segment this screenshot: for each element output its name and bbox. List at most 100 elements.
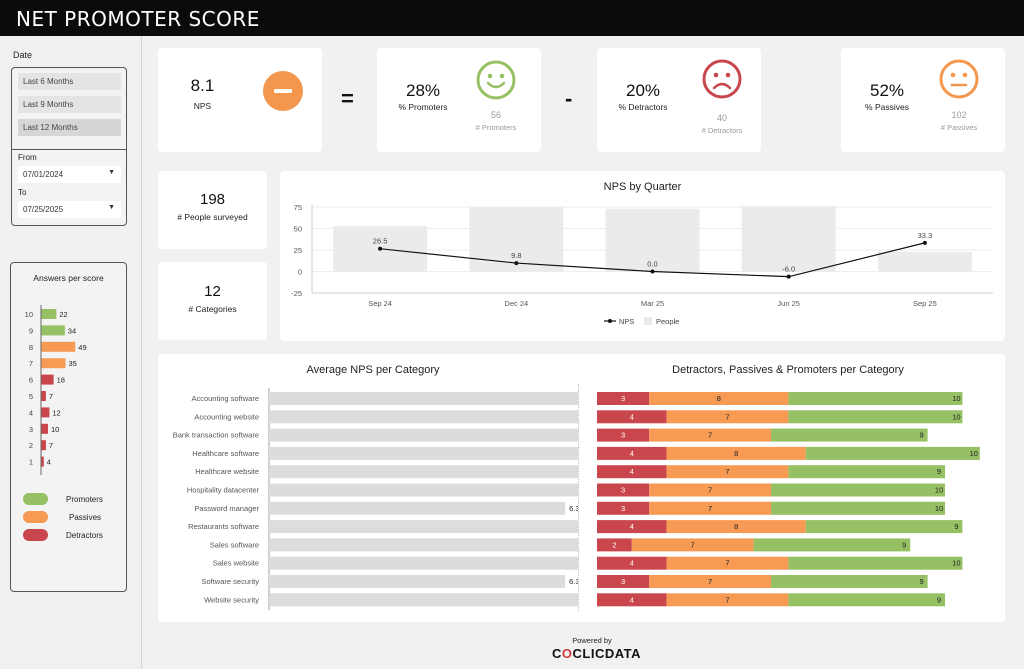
detractors-segment xyxy=(597,446,667,460)
score-value-label: 7 xyxy=(49,441,53,450)
answers-chart-title: Answers per score xyxy=(33,273,104,283)
detractors-segment-label: 4 xyxy=(630,595,634,604)
detractors-segment xyxy=(597,483,650,497)
passives-segment-label: 7 xyxy=(708,577,712,586)
legend-nps-marker xyxy=(608,319,612,323)
nps-data-label: 0.0 xyxy=(647,260,657,269)
passives-segment-label: 7 xyxy=(708,486,712,495)
nps-data-label: -6.0 xyxy=(782,265,795,274)
nps-value: 8.1 xyxy=(190,76,215,95)
y-tick-label: 50 xyxy=(294,225,302,234)
detractors-segment xyxy=(597,410,667,424)
score-bar xyxy=(41,423,48,434)
score-bar xyxy=(41,374,54,385)
score-tick-label: 4 xyxy=(29,408,33,417)
promoters-segment-label: 9 xyxy=(902,540,906,549)
to-date-dropdown[interactable]: 07/25/2025 ▼ xyxy=(18,201,121,218)
x-tick-label: Mar 25 xyxy=(641,299,664,308)
x-tick-label: Sep 25 xyxy=(913,299,937,308)
score-tick-label: 10 xyxy=(25,310,33,319)
option-last-9-months[interactable]: Last 9 Months xyxy=(18,96,121,113)
passives-segment xyxy=(649,392,789,405)
score-bar xyxy=(41,456,44,467)
avg-nps-bar xyxy=(269,556,578,570)
chart-divider xyxy=(578,384,579,612)
score-value-label: 12 xyxy=(52,408,60,417)
score-bar xyxy=(41,440,46,451)
nps-point xyxy=(514,261,519,266)
people-surveyed-label: # People surveyed xyxy=(177,212,248,222)
promoters-segment xyxy=(805,446,980,460)
promoters-segment-label: 10 xyxy=(952,412,960,421)
score-tick-label: 2 xyxy=(29,441,33,450)
nps-by-quarter-card: NPS by Quarter 75 50 25 0 -25 Sep 24 Dec 24 Mar… xyxy=(280,171,1005,341)
legend-people-label: People xyxy=(656,317,679,326)
detractors-segment-label: 3 xyxy=(621,486,625,495)
passives-label: % Passives xyxy=(865,102,909,112)
detractors-count-label: # Detractors xyxy=(701,126,743,135)
categories-value: 12 xyxy=(204,283,221,300)
detractors-segment xyxy=(597,520,667,534)
filter-divider xyxy=(12,149,126,150)
passives-count: 102 xyxy=(951,110,967,120)
minus-sign: - xyxy=(565,86,573,111)
passives-segment xyxy=(666,556,789,570)
option-last-12-months[interactable]: Last 12 Months xyxy=(18,119,121,136)
y-tick-label: 0 xyxy=(298,268,302,277)
nps-label: NPS xyxy=(193,101,212,111)
passives-segment xyxy=(666,465,789,479)
people-bar xyxy=(469,207,564,272)
stacked-category-chart: 3 8 10 4 7 10 3 7 9 4 8 10 4 7 9 3 7 10 3 7 10 4 8 9 2 7 9 4 7 10 3 7 9 4… xyxy=(597,392,980,607)
promoters-segment xyxy=(771,501,945,515)
promoters-segment xyxy=(788,556,963,570)
passives-segment xyxy=(649,428,771,442)
chevron-down-icon: ▼ xyxy=(108,204,115,211)
promoters-segment-label: 10 xyxy=(952,559,960,568)
promoters-segment xyxy=(805,520,963,534)
nps-by-quarter-title: NPS by Quarter xyxy=(603,181,682,193)
detractors-segment-label: 3 xyxy=(621,577,625,586)
category-label: Healthcare website xyxy=(195,467,259,476)
score-value-label: 10 xyxy=(51,425,59,434)
y-tick-label: 75 xyxy=(294,203,302,212)
passives-segment xyxy=(666,410,789,424)
top-bar: NET PROMOTER SCORE xyxy=(0,0,1024,36)
detractors-segment-label: 2 xyxy=(612,540,616,549)
avg-nps-bar xyxy=(269,410,578,424)
from-date-dropdown[interactable]: 07/01/2024 ▼ xyxy=(18,166,121,183)
score-tick-label: 6 xyxy=(29,376,33,385)
avg-nps-bar xyxy=(269,593,578,607)
promoters-segment xyxy=(788,410,963,424)
powered-by-label: Powered by xyxy=(572,636,612,645)
nps-point xyxy=(922,240,927,245)
promoters-segment xyxy=(788,465,945,479)
option-last-6-months[interactable]: Last 6 Months xyxy=(18,73,121,90)
smiley-neutral-icon xyxy=(939,59,979,99)
promoters-count-label: # Promoters xyxy=(475,123,517,132)
avg-nps-bar xyxy=(269,520,578,534)
avg-nps-bar xyxy=(269,465,578,479)
categories-label: # Categories xyxy=(188,304,237,314)
passives-segment-label: 7 xyxy=(691,540,695,549)
score-bar xyxy=(41,309,57,319)
date-filter-label: Date xyxy=(13,50,33,60)
nps-point xyxy=(378,246,383,251)
people-bar xyxy=(605,208,700,272)
promoters-segment-label: 9 xyxy=(954,522,958,531)
promoters-segment xyxy=(788,392,963,405)
answers-per-score-chart: 10 22 9 34 8 49 7 35 6 18 5 7 4 12 3 10 2 7 1 4 xyxy=(25,305,87,475)
category-label: Bank transaction software xyxy=(173,431,259,440)
passives-segment-label: 7 xyxy=(725,595,729,604)
detractors-segment-label: 4 xyxy=(630,449,634,458)
promoters-percent: 28% xyxy=(405,81,441,100)
detractors-segment xyxy=(597,392,650,405)
people-surveyed-value: 198 xyxy=(199,191,226,208)
passives-segment-label: 7 xyxy=(725,412,729,421)
score-tick-label: 9 xyxy=(29,326,33,335)
promoters-segment-label: 10 xyxy=(970,449,978,458)
score-tick-label: 1 xyxy=(29,458,33,467)
promoters-segment-label: 10 xyxy=(952,394,960,403)
nps-data-label: 26.5 xyxy=(373,237,388,246)
promoters-label: % Promoters xyxy=(398,102,448,112)
category-label: Accounting website xyxy=(194,412,259,421)
